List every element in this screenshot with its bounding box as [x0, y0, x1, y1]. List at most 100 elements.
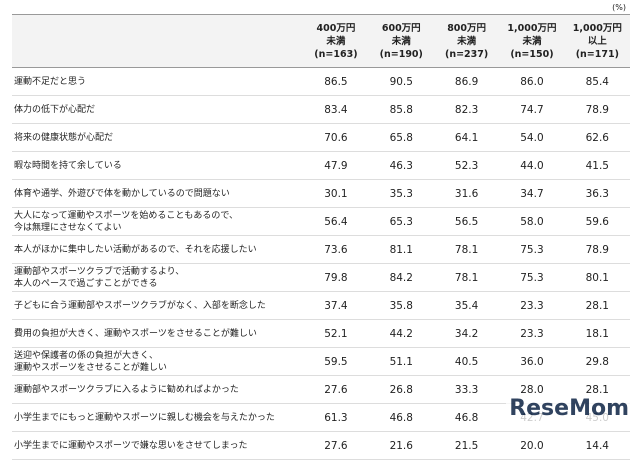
row-label: 運動部やスポーツクラブに入るように勧めればよかった	[12, 375, 304, 404]
cell-value: 79.8	[303, 263, 369, 292]
cell-value: 36.3	[564, 179, 630, 208]
cell-value: 21.6	[368, 431, 434, 460]
table-row: 小学生までに運動やスポーツで嫌な思いをさせてしまった 27.6 21.6 21.5 20…	[12, 431, 630, 460]
row-label: 子どもに合う運動部やスポーツクラブがなく、入部を断念した	[12, 291, 304, 320]
cell-value: 28.1	[564, 291, 630, 320]
cell-value: 59.6	[564, 207, 630, 236]
cell-value: 41.5	[564, 151, 630, 180]
table-row: 暇な時間を持て余している 47.9 46.3 52.3 44.0 41.5	[12, 151, 630, 180]
cell-value: 18.1	[564, 319, 630, 348]
cell-value: 85.4	[564, 67, 630, 96]
cell-value: 61.3	[303, 403, 369, 432]
cell-value: 44.0	[499, 151, 565, 180]
cell-value: 56.4	[303, 207, 369, 236]
cell-value: 70.6	[303, 123, 369, 152]
cell-value: 85.8	[368, 95, 434, 124]
cell-value: 35.8	[368, 291, 434, 320]
cell-value: 52.3	[433, 151, 500, 180]
cell-value: 46.3	[368, 151, 434, 180]
cell-value: 78.9	[564, 235, 630, 264]
row-label: 本人がほかに集中したい活動があるので、それを応援したい	[12, 235, 304, 264]
page: {"unit": "(%)", "table": { "columns": ["…	[12, 3, 630, 460]
column-header: 800万円 未満 (n=237)	[433, 14, 500, 68]
cell-value: 56.5	[433, 207, 500, 236]
cell-value: 34.2	[433, 319, 500, 348]
table-row: 費用の負担が大きく、運動やスポーツをさせることが難しい 52.1 44.2 34.2 2…	[12, 319, 630, 348]
cell-value: 75.3	[499, 235, 565, 264]
row-label: 将来の健康状態が心配だ	[12, 123, 304, 152]
column-header: 1,000万円 以上 (n=171)	[564, 14, 630, 68]
cell-value: 34.7	[499, 179, 565, 208]
cell-value: 52.1	[303, 319, 369, 348]
row-label: 送迎や保護者の係の負担が大きく、 運動やスポーツをさせることが難しい	[12, 347, 304, 376]
column-header: 400万円 未満 (n=163)	[303, 14, 369, 68]
cell-value: 35.3	[368, 179, 434, 208]
cell-value: 37.4	[303, 291, 369, 320]
cell-value: 29.8	[564, 347, 630, 376]
cell-value: 21.5	[433, 431, 500, 460]
cell-value: 78.1	[433, 235, 500, 264]
header-row: 400万円 未満 (n=163) 600万円 未満 (n=190) 800万円 未満…	[12, 14, 630, 68]
cell-value: 30.1	[303, 179, 369, 208]
column-header: 1,000万円 未満 (n=150)	[499, 14, 565, 68]
cell-value: 20.0	[499, 431, 565, 460]
column-header: 600万円 未満 (n=190)	[368, 14, 434, 68]
cell-value: 33.3	[433, 375, 500, 404]
cell-value: 59.5	[303, 347, 369, 376]
cell-value: 58.0	[499, 207, 565, 236]
table-row: 体力の低下が心配だ 83.4 85.8 82.3 74.7 78.9	[12, 95, 630, 124]
cell-value: 54.0	[499, 123, 565, 152]
cell-value: 86.0	[499, 67, 565, 96]
cell-value: 31.6	[433, 179, 500, 208]
cell-value: 26.8	[368, 375, 434, 404]
cell-value: 86.5	[303, 67, 369, 96]
row-label: 運動部やスポーツクラブで活動するより、 本人のペースで過ごすことができる	[12, 263, 304, 292]
cell-value: 86.9	[433, 67, 500, 96]
table-row: 体育や通学、外遊びで体を動かしているので問題ない 30.1 35.3 31.6 34.7…	[12, 179, 630, 208]
table-row: 子どもに合う運動部やスポーツクラブがなく、入部を断念した 37.4 35.8 35.4…	[12, 291, 630, 320]
table-row: 運動不足だと思う 86.5 90.5 86.9 86.0 85.4	[12, 67, 630, 96]
cell-value: 62.6	[564, 123, 630, 152]
table-row: 本人がほかに集中したい活動があるので、それを応援したい 73.6 81.1 78.1 7…	[12, 235, 630, 264]
table-row: 大人になって運動やスポーツを始めることもあるので、 今は無理にさせなくてよい 56…	[12, 207, 630, 236]
cell-value: 82.3	[433, 95, 500, 124]
cell-value: 44.2	[368, 319, 434, 348]
cell-value: 40.5	[433, 347, 500, 376]
unit-label: (%)	[612, 3, 626, 12]
cell-value: 78.1	[433, 263, 500, 292]
table-row: 運動部やスポーツクラブで活動するより、 本人のペースで過ごすことができる 79.8…	[12, 263, 630, 292]
cell-value: 84.2	[368, 263, 434, 292]
cell-value: 74.7	[499, 95, 565, 124]
cell-value: 65.3	[368, 207, 434, 236]
cell-value: 90.5	[368, 67, 434, 96]
cell-value: 27.6	[303, 431, 369, 460]
cell-value: 27.6	[303, 375, 369, 404]
cell-value: 80.1	[564, 263, 630, 292]
cell-value: 64.1	[433, 123, 500, 152]
cell-value: 81.1	[368, 235, 434, 264]
data-table: 400万円 未満 (n=163) 600万円 未満 (n=190) 800万円 未満…	[12, 14, 630, 460]
table-row: 将来の健康状態が心配だ 70.6 65.8 64.1 54.0 62.6	[12, 123, 630, 152]
cell-value: 36.0	[499, 347, 565, 376]
cell-value: 78.9	[564, 95, 630, 124]
cell-value: 47.9	[303, 151, 369, 180]
row-label: 体育や通学、外遊びで体を動かしているので問題ない	[12, 179, 304, 208]
cell-value: 46.8	[433, 403, 500, 432]
cell-value: 23.3	[499, 319, 565, 348]
cell-value: 14.4	[564, 431, 630, 460]
row-label: 費用の負担が大きく、運動やスポーツをさせることが難しい	[12, 319, 304, 348]
row-label: 暇な時間を持て余している	[12, 151, 304, 180]
row-label: 大人になって運動やスポーツを始めることもあるので、 今は無理にさせなくてよい	[12, 207, 304, 236]
cell-value: 75.3	[499, 263, 565, 292]
row-label: 小学生までにもっと運動やスポーツに親しむ機会を与えたかった	[12, 403, 304, 432]
cell-value: 23.3	[499, 291, 565, 320]
row-label: 小学生までに運動やスポーツで嫌な思いをさせてしまった	[12, 431, 304, 460]
cell-value: 46.8	[368, 403, 434, 432]
cell-value: 35.4	[433, 291, 500, 320]
table-row: 送迎や保護者の係の負担が大きく、 運動やスポーツをさせることが難しい 59.5 51…	[12, 347, 630, 376]
cell-value: 65.8	[368, 123, 434, 152]
cell-value: 83.4	[303, 95, 369, 124]
cell-value: 73.6	[303, 235, 369, 264]
cell-value: 51.1	[368, 347, 434, 376]
header-blank	[12, 14, 304, 68]
